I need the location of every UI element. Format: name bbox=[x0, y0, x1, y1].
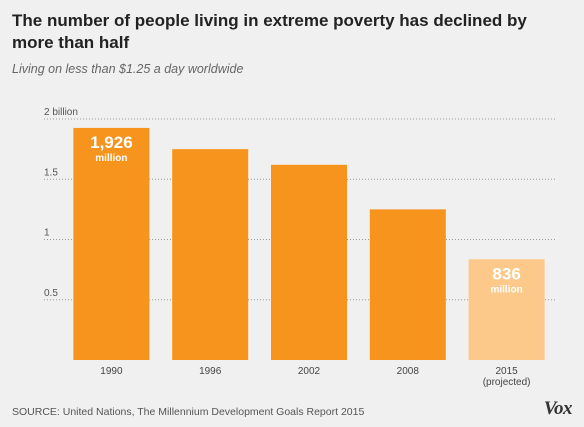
chart-title: The number of people living in extreme p… bbox=[12, 11, 527, 52]
bar-3 bbox=[369, 209, 446, 360]
bar-chart: 0.5 1 1.5 2 billion 1990 1996 2002 2008 2015 (pro… bbox=[44, 107, 556, 388]
vox-logo: Vox bbox=[543, 398, 573, 419]
x-tick-label: 1996 bbox=[199, 366, 222, 377]
data-label-value: 1,926 bbox=[90, 133, 133, 152]
bar-1 bbox=[172, 149, 249, 360]
bar-0 bbox=[73, 127, 150, 361]
y-tick-label: 1 bbox=[44, 228, 50, 239]
bar-4 bbox=[468, 259, 545, 360]
y-tick-label: 2 billion bbox=[44, 107, 78, 118]
data-label-unit: million bbox=[490, 284, 522, 295]
bar-2 bbox=[271, 164, 347, 360]
y-tick-label: 0.5 bbox=[44, 288, 58, 299]
x-tick-label: 2015 (projected) bbox=[483, 366, 531, 388]
x-tick-label: 1990 bbox=[100, 366, 123, 377]
x-tick-label: 2002 bbox=[298, 366, 321, 377]
data-label-value: 836 bbox=[492, 264, 520, 283]
y-tick-label: 1.5 bbox=[44, 167, 58, 178]
chart-subtitle: Living on less than $1.25 a day worldwid… bbox=[12, 62, 244, 76]
data-label-unit: million bbox=[95, 153, 127, 164]
source-note: SOURCE: United Nations, The Millennium D… bbox=[12, 406, 365, 418]
x-tick-label: 2008 bbox=[397, 366, 420, 377]
